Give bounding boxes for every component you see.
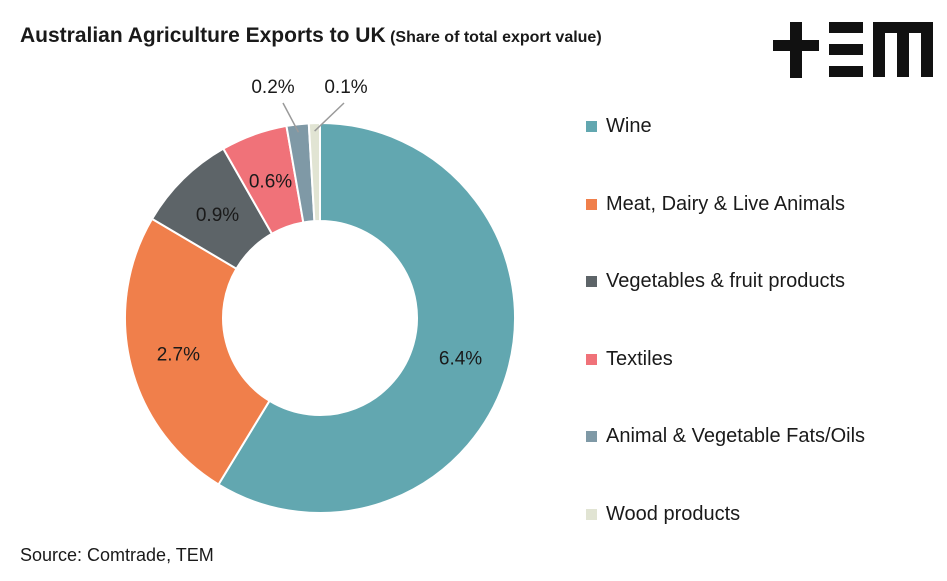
data-label-wood-products: 0.1%: [324, 77, 367, 98]
legend-swatch: [586, 121, 597, 132]
legend-label: Wine: [606, 115, 652, 137]
legend-swatch: [586, 508, 597, 520]
legend-item-animal-vegetable-fats-oils: Animal & Vegetable Fats/Oils: [586, 425, 865, 448]
legend-item-wood-products: Wood products: [586, 503, 740, 526]
legend-item-textiles: Textiles: [586, 348, 673, 371]
slice-wood-products: [307, 121, 321, 223]
slice-meat-dairy-live-animals: [124, 217, 271, 486]
leader-line-animal-vegetable-fats-oils: [282, 102, 300, 133]
legend-item-vegetables-fruit-products: Vegetables & fruit products: [586, 270, 845, 293]
legend-swatch: [586, 198, 597, 210]
legend-label: Vegetables & fruit products: [606, 270, 846, 292]
leader-line-wood-products: [314, 102, 345, 132]
data-label-vegetables-fruit-products: 0.9%: [196, 205, 239, 226]
chart-title: Australian Agriculture Exports to UK (Sh…: [20, 24, 602, 48]
data-label-wine: 6.4%: [439, 348, 482, 369]
slice-wine: [217, 121, 516, 514]
chart-subtitle: (Share of total export value): [390, 29, 602, 46]
legend-label: Meat, Dairy & Live Animals: [606, 192, 845, 215]
source-note: Source: Comtrade, TEM: [20, 545, 214, 565]
tem-logo: [773, 22, 933, 78]
legend-swatch: [586, 353, 597, 365]
data-label-meat-dairy-live-animals: 2.7%: [157, 344, 200, 365]
data-label-animal-vegetable-fats-oils: 0.2%: [251, 77, 294, 98]
legend-label: Animal & Vegetable Fats/Oils: [606, 425, 866, 447]
legend-label: Textiles: [606, 347, 673, 370]
legend-label: Wood products: [606, 502, 741, 525]
legend-swatch: [586, 431, 597, 442]
legend-item-meat-dairy-live-animals: Meat, Dairy & Live Animals: [586, 193, 845, 216]
legend-item-wine: Wine: [586, 115, 652, 138]
legend-swatch: [586, 276, 597, 287]
chart-title-main: Australian Agriculture Exports to UK: [20, 24, 386, 47]
data-label-textiles: 0.6%: [249, 172, 292, 193]
